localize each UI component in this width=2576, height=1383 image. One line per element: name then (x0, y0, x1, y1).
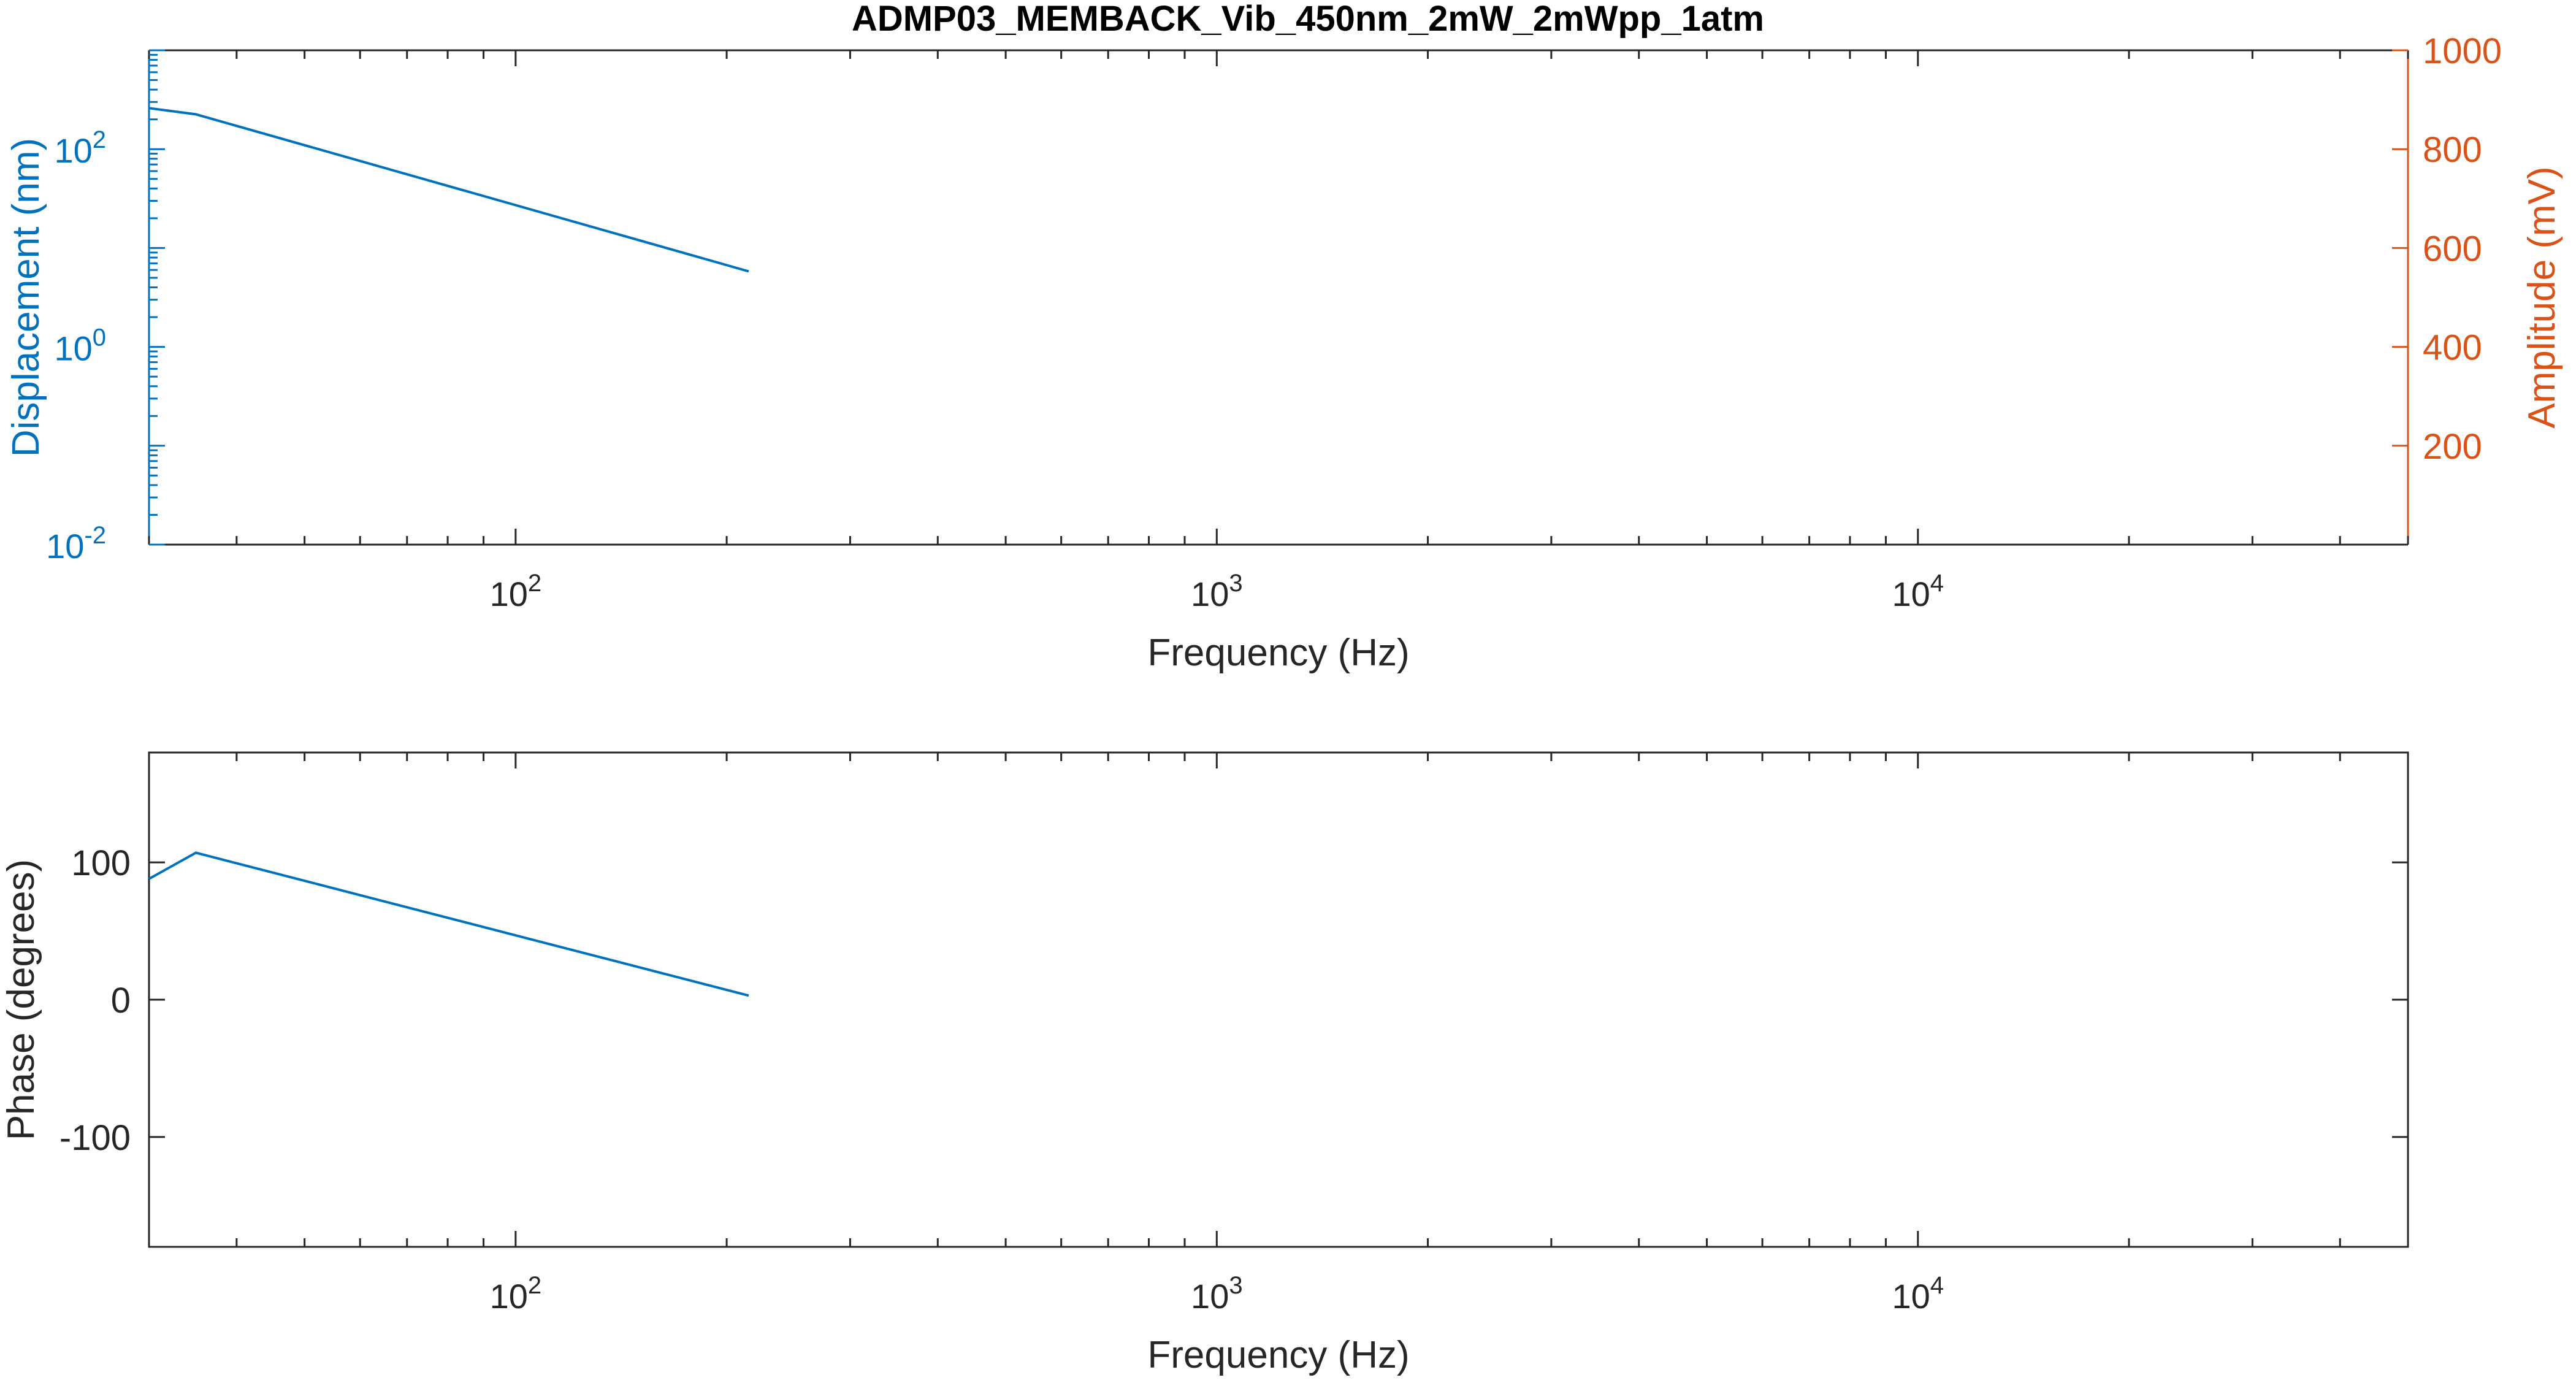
phase-panel: 102 103 104 -100 0 100 Frequency (Hz) Phase … (0, 751, 2409, 1376)
phase-xlabel: Frequency (Hz) (1147, 1334, 1409, 1376)
phase-ylabel: Phase (degrees) (0, 859, 42, 1140)
y-tick-label: 100 (71, 843, 131, 883)
magnitude-ylabel: Displacement (nm) (5, 138, 47, 457)
phase-y-ticks: -100 0 100 (59, 843, 2408, 1158)
y-right-tick-label: 200 (2423, 427, 2482, 467)
y-right-tick-label: 1000 (2423, 31, 2502, 71)
magnitude-xlabel: Frequency (Hz) (1147, 632, 1409, 674)
displacement-line (148, 107, 749, 273)
magnitude-y-right-ticks: 200 400 600 800 1000 (2392, 31, 2502, 467)
magnitude-series (148, 107, 749, 273)
y-right-tick-label: 600 (2423, 229, 2482, 269)
x-tick-label: 103 (1191, 1272, 1243, 1316)
magnitude-y-ticks: 10-2 100 102 (46, 49, 165, 565)
y-tick-label: 0 (111, 981, 131, 1021)
y-tick-label: 102 (54, 126, 106, 170)
x-tick-label: 104 (1892, 1272, 1944, 1316)
y-tick-label: -100 (59, 1118, 131, 1158)
y-tick-label: 100 (54, 324, 106, 368)
chart-title: ADMP03_MEMBACK_Vib_450nm_2mW_2mWpp_1atm (852, 0, 1764, 39)
magnitude-plot-area (149, 50, 2408, 545)
y-right-tick-label: 800 (2423, 130, 2482, 170)
phase-line (148, 851, 749, 997)
y-right-tick-label: 400 (2423, 328, 2482, 368)
x-tick-label: 104 (1892, 570, 1944, 613)
phase-plot-area (148, 751, 2409, 1248)
magnitude-x-ticks: 102 103 104 (148, 50, 2409, 613)
x-tick-label: 103 (1191, 570, 1243, 613)
x-tick-label: 102 (490, 1272, 542, 1316)
magnitude-ylabel-right: Amplitude (mV) (2521, 166, 2563, 428)
phase-series (148, 851, 749, 997)
magnitude-panel: 102 103 104 10-2 100 102 200 400 600 800 1000 Fr… (5, 31, 2563, 674)
x-tick-label: 102 (490, 570, 542, 613)
y-tick-label: 10-2 (46, 522, 106, 565)
phase-x-ticks: 102 103 104 (148, 753, 2409, 1316)
